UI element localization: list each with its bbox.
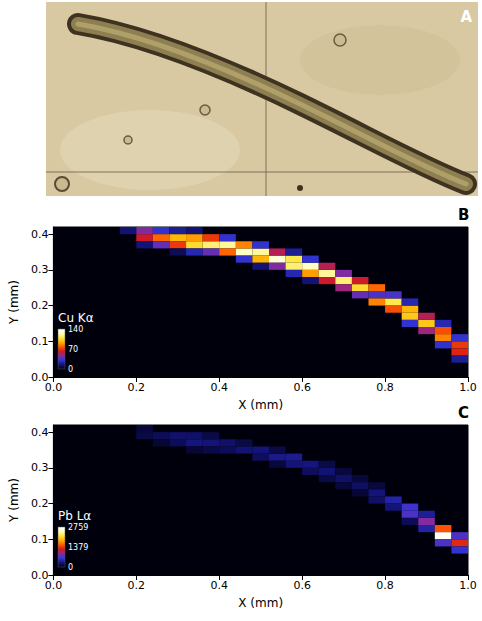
svg-text:X (mm): X (mm) [238, 596, 283, 610]
svg-text:0.4: 0.4 [31, 228, 49, 241]
svg-text:1.0: 1.0 [459, 381, 477, 394]
svg-text:Y (mm): Y (mm) [7, 478, 21, 523]
svg-text:0.4: 0.4 [210, 381, 228, 394]
svg-text:Y (mm): Y (mm) [7, 280, 21, 325]
svg-text:C: C [458, 404, 469, 422]
svg-text:1.0: 1.0 [459, 579, 477, 592]
svg-text:A: A [460, 8, 472, 26]
svg-text:0.6: 0.6 [293, 381, 311, 394]
svg-text:0.0: 0.0 [45, 579, 63, 592]
svg-text:0.6: 0.6 [293, 579, 311, 592]
svg-text:0.8: 0.8 [376, 381, 394, 394]
svg-text:2759: 2759 [68, 523, 88, 532]
svg-text:Pb Lα: Pb Lα [58, 509, 91, 523]
svg-text:0.2: 0.2 [31, 497, 49, 510]
svg-text:0.4: 0.4 [210, 579, 228, 592]
svg-text:0.2: 0.2 [128, 579, 146, 592]
svg-text:B: B [458, 206, 469, 224]
svg-text:0: 0 [68, 563, 73, 572]
svg-text:0.3: 0.3 [31, 263, 49, 276]
svg-text:0.3: 0.3 [31, 461, 49, 474]
svg-text:0.1: 0.1 [31, 335, 49, 348]
svg-text:0: 0 [68, 365, 73, 374]
svg-text:0.2: 0.2 [31, 299, 49, 312]
svg-text:X (mm): X (mm) [238, 398, 283, 412]
svg-text:140: 140 [68, 325, 83, 334]
svg-text:Cu Kα: Cu Kα [58, 311, 94, 325]
svg-text:0.0: 0.0 [45, 381, 63, 394]
svg-text:0.0: 0.0 [30, 370, 49, 384]
svg-text:70: 70 [68, 345, 78, 354]
svg-text:1379: 1379 [68, 543, 88, 552]
svg-text:0.0: 0.0 [30, 568, 49, 582]
svg-text:0.8: 0.8 [376, 579, 394, 592]
svg-text:0.2: 0.2 [128, 381, 146, 394]
svg-text:0.1: 0.1 [31, 533, 49, 546]
svg-text:0.4: 0.4 [31, 426, 49, 439]
